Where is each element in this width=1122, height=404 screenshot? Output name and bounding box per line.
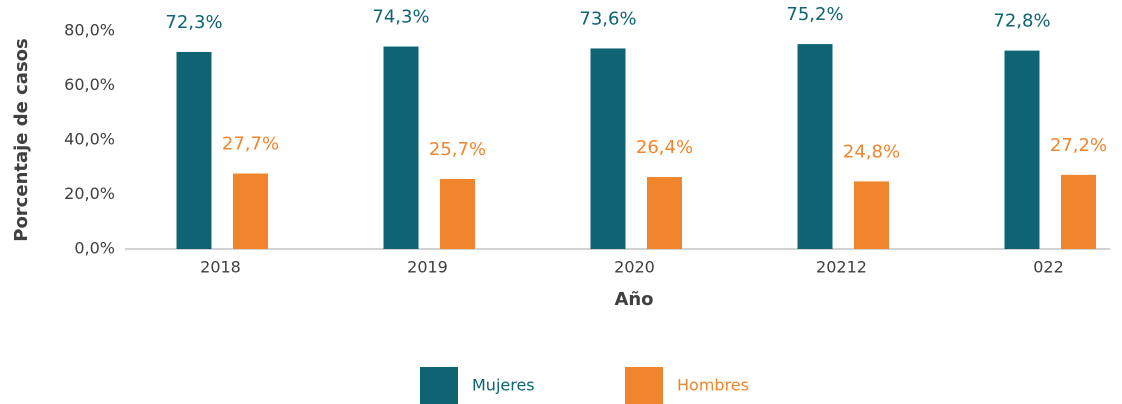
data-label: 27,2% xyxy=(1050,135,1107,156)
data-label: 25,7% xyxy=(429,139,486,160)
legend-label: Mujeres xyxy=(472,376,535,395)
data-label: 26,4% xyxy=(636,137,693,158)
y-axis-title: Porcentaje de casos xyxy=(11,38,32,242)
bar xyxy=(176,51,212,249)
x-axis-title: Año xyxy=(614,289,653,310)
x-tick-label: 2020 xyxy=(614,258,655,277)
y-tick-label: 20,0% xyxy=(64,184,115,203)
y-tick-label: 40,0% xyxy=(64,130,115,149)
bar xyxy=(1061,174,1096,249)
data-label: 24,8% xyxy=(843,141,900,162)
data-label: 72,8% xyxy=(993,11,1050,32)
data-label: 27,7% xyxy=(222,134,279,155)
y-tick-label: 80,0% xyxy=(64,21,115,40)
legend-swatch xyxy=(625,367,663,404)
legend-label: Hombres xyxy=(677,376,749,395)
x-tick-label: 022 xyxy=(1033,258,1064,277)
bar xyxy=(854,181,889,249)
data-label: 73,6% xyxy=(579,8,636,29)
data-label: 75,2% xyxy=(786,4,843,25)
bar xyxy=(797,44,833,249)
bar xyxy=(383,46,419,249)
y-tick-label: 0,0% xyxy=(74,239,115,258)
bar xyxy=(233,173,268,249)
y-tick-label: 60,0% xyxy=(64,75,115,94)
bar xyxy=(1004,50,1040,250)
data-label: 72,3% xyxy=(165,12,222,33)
x-tick-label: 20212 xyxy=(816,258,867,277)
bar xyxy=(590,48,626,249)
x-tick-label: 2019 xyxy=(407,258,448,277)
data-label: 74,3% xyxy=(372,7,429,28)
bar xyxy=(440,178,475,249)
x-tick-label: 2018 xyxy=(200,258,241,277)
legend-swatch xyxy=(420,367,458,404)
bar xyxy=(647,177,682,249)
